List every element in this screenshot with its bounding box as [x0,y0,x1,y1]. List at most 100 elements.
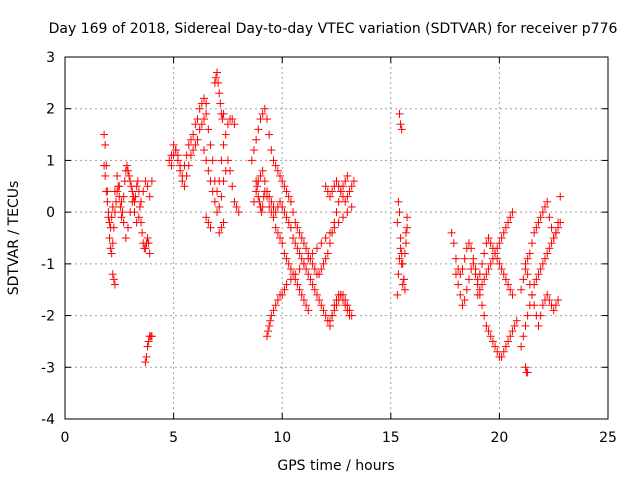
data-point [328,187,337,196]
data-point [551,301,560,310]
data-point [499,347,508,356]
data-point [262,332,271,341]
y-tick-label: 3 [46,50,55,66]
data-point [317,301,326,310]
data-point [449,239,458,248]
y-tick-label: -4 [41,412,55,428]
x-tick-label: 5 [169,430,178,446]
data-point [458,265,467,274]
data-point [221,130,230,139]
data-point [339,213,348,222]
data-point [278,290,287,299]
data-point [180,182,189,191]
x-tick-label: 20 [490,430,508,446]
data-point [115,182,124,191]
data-point [145,249,154,258]
data-point [308,259,317,268]
data-point [297,290,306,299]
x-tick-label: 0 [61,430,70,446]
data-point [123,223,132,232]
data-point [113,171,122,180]
data-point [219,109,228,118]
data-point [543,249,552,258]
data-point [108,239,117,248]
data-point [234,208,243,217]
data-point [534,270,543,279]
data-point [527,290,536,299]
data-point [328,311,337,320]
data-point [325,192,334,201]
data-point [230,120,239,129]
data-point [556,192,565,201]
data-point [508,290,517,299]
data-point [253,182,262,191]
data-point [101,171,110,180]
data-point [289,234,298,242]
data-point [141,244,150,253]
data-point [191,140,200,149]
data-point [319,306,328,315]
data-point [343,192,352,201]
data-point [527,239,536,248]
data-point [400,249,409,258]
data-point [215,202,224,211]
data-point [271,223,280,232]
data-point [556,218,565,227]
data-point [538,259,547,268]
data-point [341,296,350,305]
chart-title: Day 169 of 2018, Sidereal Day-to-day VTE… [49,21,618,37]
data-point [282,280,291,289]
data-point [530,228,539,237]
data-point [103,197,112,206]
data-point [325,228,334,237]
data-point [105,218,114,227]
data-point [184,161,193,170]
data-point [532,275,541,284]
data-point [402,239,411,248]
data-point [334,182,343,191]
data-point [510,321,519,330]
data-point [302,301,311,310]
data-point [523,270,532,279]
data-point [519,332,528,341]
data-point [204,125,213,134]
data-point [193,135,202,144]
data-point [471,270,480,279]
data-point [121,234,130,242]
data-point [400,285,409,294]
data-point [273,296,282,305]
data-point [135,202,144,211]
data-point [297,234,306,242]
data-point [491,249,500,258]
data-point [402,228,411,237]
data-point [486,332,495,341]
data-point [269,306,278,315]
data-point [101,140,110,149]
data-point [186,151,195,160]
data-point [269,156,278,165]
data-point [495,239,504,248]
data-point [265,321,274,330]
data-point [312,244,321,253]
data-point [278,202,287,211]
data-point [397,259,406,268]
data-point [267,197,276,206]
data-point [538,301,547,310]
data-point [265,202,274,211]
data-point [501,223,510,232]
data-point [302,244,311,253]
data-point [108,270,117,279]
data-point [284,259,293,268]
data-point [100,161,109,170]
data-point [267,311,276,320]
data-point [541,254,550,263]
data-point [143,234,152,242]
data-point [545,244,554,253]
data-point [266,316,275,325]
data-point [488,337,497,346]
data-point [215,89,224,98]
data-point [132,182,141,191]
data-point [293,280,302,289]
data-point [304,306,313,315]
